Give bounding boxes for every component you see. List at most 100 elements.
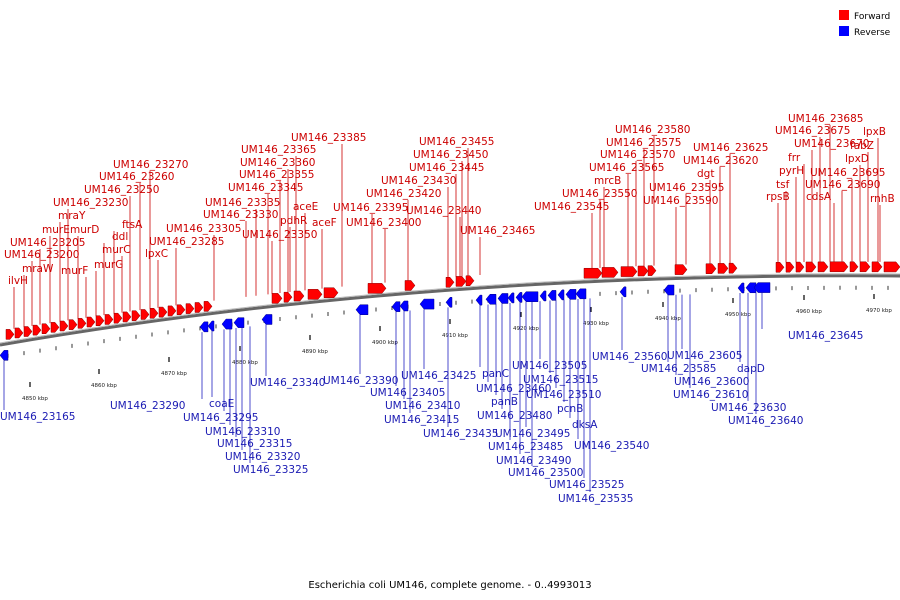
forward-gene-arrow	[68, 319, 78, 330]
forward-gene-label: pdhR	[280, 215, 307, 227]
forward-gene-arrow	[293, 290, 305, 302]
forward-gene-arrow	[601, 267, 619, 278]
reverse-gene-label: UM146_23645	[788, 330, 863, 342]
kbp-tick-label: 4850 kbp	[22, 396, 48, 402]
forward-gene-arrow	[871, 261, 883, 273]
reverse-gene-label: panC	[482, 368, 509, 380]
forward-gene-arrow	[149, 308, 159, 319]
forward-gene-label: UM146_23250	[84, 184, 159, 196]
forward-gene-label: murD	[70, 224, 99, 236]
reverse-leader-lines	[3, 292, 763, 492]
forward-gene-arrow	[455, 276, 467, 287]
forward-gene-arrow	[122, 311, 132, 323]
forward-gene-label: UM146_23305	[166, 223, 241, 235]
genome-caption: Escherichia coli UM146, complete genome.…	[308, 580, 591, 591]
backbone-highlight	[0, 273, 900, 344]
reverse-gene-label: UM146_23405	[370, 387, 445, 399]
reverse-gene-arrow	[199, 321, 209, 333]
forward-gene-arrow	[194, 302, 204, 313]
forward-gene-arrow	[113, 312, 123, 324]
legend-reverse-label: Reverse	[854, 28, 891, 38]
forward-gene-arrow	[883, 261, 900, 273]
forward-gene-label: UM146_23395	[333, 202, 408, 214]
forward-gene-arrow	[785, 261, 795, 273]
reverse-gene-label: UM146_23560	[592, 351, 667, 363]
reverse-gene-arrow	[753, 282, 771, 293]
forward-gene-arrow	[404, 280, 416, 291]
kbp-tick-label: 4910 kbp	[442, 333, 468, 339]
forward-gene-arrow	[705, 263, 717, 274]
forward-gene-labels: ilvHmraWUM146_23200UM146_23205murEmraYUM…	[4, 113, 895, 287]
forward-gene-label: frr	[788, 152, 801, 164]
reverse-gene-label: UM146_23325	[233, 464, 308, 476]
forward-gene-label: UM146_23360	[240, 157, 315, 169]
forward-gene-arrow	[271, 293, 283, 304]
kbp-tick-label: 4900 kbp	[372, 340, 398, 346]
forward-gene-label: UM146_23565	[589, 162, 664, 174]
reverse-gene-arrow	[521, 291, 539, 302]
forward-gene-arrow	[167, 305, 177, 317]
reverse-gene-label: UM146_23295	[183, 412, 258, 424]
forward-gene-label: UM146_23625	[693, 142, 768, 154]
legend-forward-label: Forward	[854, 12, 890, 22]
forward-gene-label: mraY	[58, 210, 86, 222]
forward-gene-label: UM146_23430	[381, 175, 456, 187]
reverse-gene-label: UM146_23415	[384, 414, 459, 426]
forward-gene-arrow	[77, 318, 87, 329]
forward-gene-arrow	[674, 264, 688, 275]
forward-gene-label: ftsA	[122, 219, 143, 231]
forward-gene-label: UM146_23570	[600, 149, 675, 161]
forward-gene-arrow	[23, 326, 33, 337]
forward-swatch	[839, 10, 849, 20]
reverse-gene-arrow	[663, 284, 675, 296]
forward-gene-arrow	[620, 266, 638, 277]
forward-gene-arrow	[859, 261, 871, 273]
forward-gene-label: UM146_23385	[291, 132, 366, 144]
kbp-tick-label: 4890 kbp	[302, 349, 328, 355]
reverse-gene-label: UM146_23600	[674, 376, 749, 388]
reverse-gene-arrow	[619, 286, 627, 298]
forward-gene-label: pyrH	[779, 165, 804, 177]
forward-gene-label: fabZ	[850, 140, 874, 152]
forward-gene-arrow	[829, 261, 849, 273]
forward-gene-label: UM146_23465	[460, 225, 535, 237]
forward-gene-label: UM146_23355	[239, 169, 314, 181]
forward-gene-label: UM146_23285	[149, 236, 224, 248]
forward-leader-lines	[13, 125, 881, 329]
reverse-gene-arrow	[355, 304, 369, 315]
forward-gene-label: UM146_23230	[53, 197, 128, 209]
kbp-tick-label: 4870 kbp	[161, 371, 187, 377]
reverse-gene-arrow	[507, 292, 515, 304]
reverse-genes	[0, 282, 771, 361]
kbp-tick-label: 4880 kbp	[232, 360, 258, 366]
forward-gene-label: UM146_23200	[4, 249, 79, 261]
forward-gene-label: murE	[42, 224, 70, 236]
forward-gene-arrow	[307, 289, 323, 300]
reverse-gene-arrow	[445, 297, 453, 308]
reverse-gene-label: UM146_23515	[523, 374, 598, 386]
forward-gene-arrow	[817, 261, 829, 273]
forward-gene-label: UM146_23595	[649, 182, 724, 194]
reverse-gene-label: UM146_23320	[225, 451, 300, 463]
forward-gene-label: UM146_23420	[366, 188, 441, 200]
forward-gene-arrow	[795, 261, 805, 273]
forward-gene-label: UM146_23350	[242, 229, 317, 241]
reverse-gene-arrow	[233, 317, 245, 328]
forward-gene-label: aceF	[312, 217, 337, 229]
kbp-tick-label: 4970 kbp	[866, 308, 892, 314]
forward-gene-arrow	[775, 262, 785, 273]
forward-gene-label: UM146_23335	[205, 197, 280, 209]
forward-gene-arrow	[849, 261, 859, 273]
reverse-gene-label: UM146_23460	[476, 383, 551, 395]
forward-gene-label: UM146_23260	[99, 171, 174, 183]
forward-gene-arrow	[41, 323, 51, 334]
reverse-gene-label: UM146_23315	[217, 438, 292, 450]
reverse-gene-arrow	[485, 294, 497, 305]
reverse-gene-arrow	[261, 314, 273, 325]
reverse-gene-arrow	[0, 350, 9, 361]
forward-genes	[5, 261, 900, 340]
forward-gene-label: murF	[61, 265, 88, 277]
forward-gene-label: UM146_23545	[534, 201, 609, 213]
forward-gene-arrow	[367, 283, 387, 294]
forward-gene-arrow	[728, 262, 738, 274]
